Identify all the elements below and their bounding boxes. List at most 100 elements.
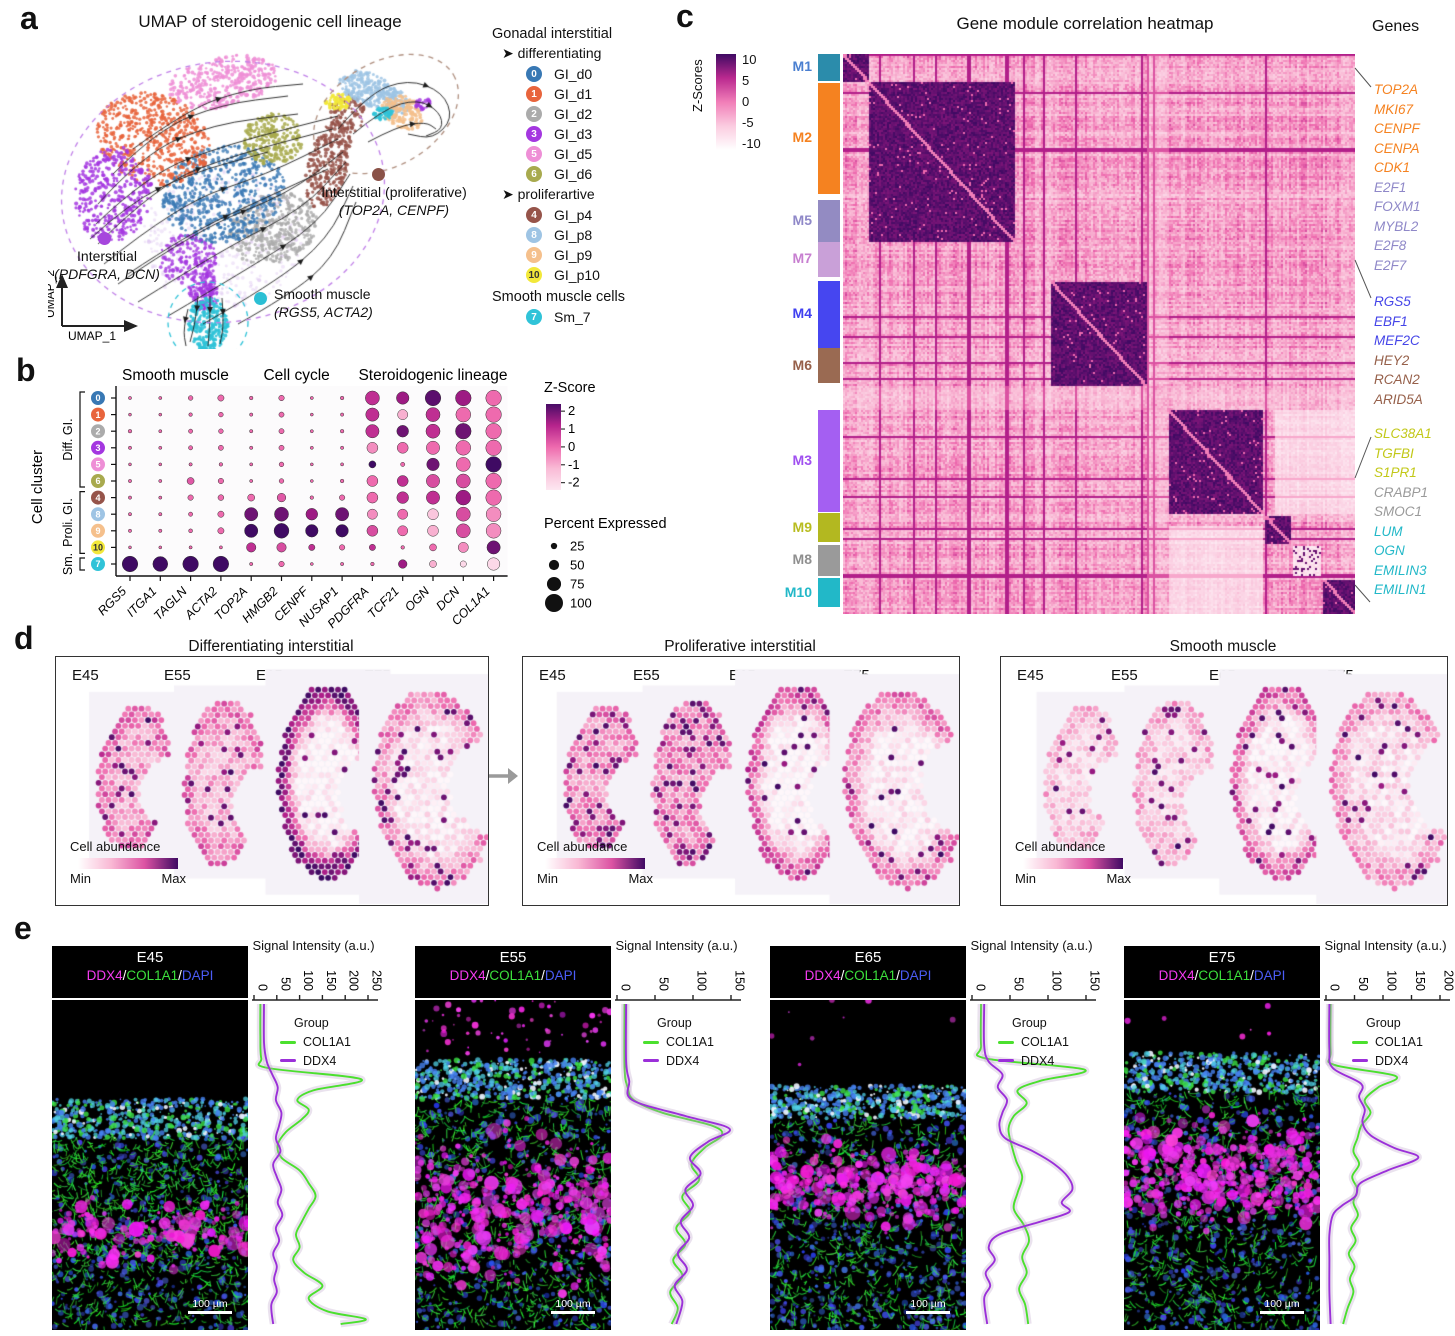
abundance-legend: Cell abundance Min Max [537,839,653,886]
dotplot-dot [278,461,285,468]
svg-text:10: 10 [93,543,103,553]
svg-text:0: 0 [95,393,100,403]
if-subpanel-E55: E55 DDX4/COL1A1/DAPI Signal Intensity (a.u… [415,938,746,1336]
legend-item-label: GI_p9 [554,247,593,263]
svg-text:3: 3 [95,443,100,453]
gene-tick-label: TAGLN [151,584,190,623]
heatmap-gene-TOP2A: TOP2A [1374,82,1419,97]
legend-item-label: GI_p4 [554,207,593,223]
legend-subheader: ➤ proliferartive [502,186,595,202]
signal-legend-item: COL1A1 [998,1033,1069,1052]
dotplot-dot [455,406,471,423]
svg-text:200: 200 [347,970,361,991]
dotplot-dot [278,560,285,568]
heatmap-gene-MKI67: MKI67 [1374,101,1414,117]
svg-text:150: 150 [1413,970,1427,991]
legend-item: 9 GI_p9 [526,247,692,263]
if-header: E65 DDX4/COL1A1/DAPI [770,946,966,998]
cluster-badge-10 [91,540,105,555]
dotplot-dot [425,407,441,422]
dotplot-dot [249,412,254,417]
if-header-gene: / [485,968,490,983]
legend-swatch [1352,1059,1368,1063]
dotplot-dot [456,523,471,539]
svg-text:6: 6 [95,476,100,486]
dotplot-dot [339,494,346,501]
dotplot-dot [188,445,193,451]
dotplot-dot [367,508,378,520]
scale-bar-line [551,1311,595,1314]
dotplot-dot [188,462,193,467]
legend-item-label: GI_p8 [554,227,593,243]
signal-legend-item: DDX4 [1352,1052,1423,1071]
legend-swatch [280,1040,296,1044]
heatmap-gene-CENPF: CENPF [1374,121,1420,136]
colorbar-tick: -5 [742,115,754,130]
cluster-badge: 3 [526,126,542,142]
module-bar-M6 [818,348,840,383]
scale-bar: 100 µm [906,1298,950,1314]
dotplot-dot [426,474,440,488]
dotplot-dot [365,407,380,422]
cluster-badge-4 [91,490,105,505]
svg-text:2: 2 [568,403,575,418]
cluster-badge-5 [91,457,105,472]
legend-item-label: GI_d6 [554,166,593,182]
if-header-gene: DDX4 [449,968,486,983]
abundance-title: Cell abundance [1015,839,1106,854]
dotplot-dot [309,396,314,400]
abundance-legend: Cell abundance Min Max [70,839,186,886]
dotplot-dot [456,506,471,522]
abundance-title: Cell abundance [537,839,628,854]
dotplot-dot [278,394,285,402]
scale-bar-line [1260,1311,1304,1314]
dotplot-dot [397,508,409,520]
smooth-muscle-dot [254,292,267,305]
dotplot-dot [426,457,440,471]
signal-legend-title: Group [657,1016,692,1030]
module-bar-M9 [818,513,840,542]
dotplot-dot [368,460,377,469]
dotplot-dot [187,395,194,401]
signal-curve [262,1003,284,1325]
dotplot-dot [459,560,467,568]
signal-plot: 0 50 100 150 [615,970,747,1326]
signal-legend: Group COL1A1 DDX4 [998,1014,1069,1070]
cluster-badge-1 [91,407,105,422]
legend-item: 10 GI_p10 [526,267,692,283]
colorbar-tick: 10 [742,52,757,67]
legend-label: DDX4 [1375,1053,1409,1068]
signal-legend-item: COL1A1 [280,1033,351,1052]
heatmap-gene-E2F7: E2F7 [1374,257,1407,273]
module-label-M2: M2 [792,129,812,145]
svg-text:250: 250 [370,970,384,991]
dotplot-dot [127,429,133,434]
dotplot-dot [340,395,345,401]
dotplot-dot [369,544,376,551]
dotplot-dot [217,394,225,402]
module-bar-M4 [818,281,840,348]
dotplot-dot [158,462,163,467]
scale-bar: 100 µm [551,1298,595,1314]
scale-bar-label: 100 µm [192,1298,228,1310]
legend-item-label: GI_p10 [554,267,600,283]
dotplot-dot [158,495,163,500]
if-header-genes: DDX4/COL1A1/DAPI [52,968,248,983]
dotplot-dot [246,542,257,553]
dotplot-dot [158,512,163,517]
legend-item-label: GI_d0 [554,66,593,82]
dotplot-dot [218,428,224,434]
scale-bar: 100 µm [188,1298,232,1314]
umap-axes: UMAP_2 UMAP_1 [48,270,138,343]
heatmap-gene-SMOC1: SMOC1 [1374,504,1423,519]
if-header-gene: COL1A1 [126,968,179,983]
svg-text:150: 150 [733,970,747,991]
dotplot-dot [182,555,199,573]
legend-item: 6 GI_d6 [526,166,692,182]
dotplot-dot [340,445,345,450]
dotplot-dot [456,473,471,489]
dotplot-dot [485,439,502,456]
dotplot-dot [186,477,195,485]
dotplot-dot [365,390,380,406]
